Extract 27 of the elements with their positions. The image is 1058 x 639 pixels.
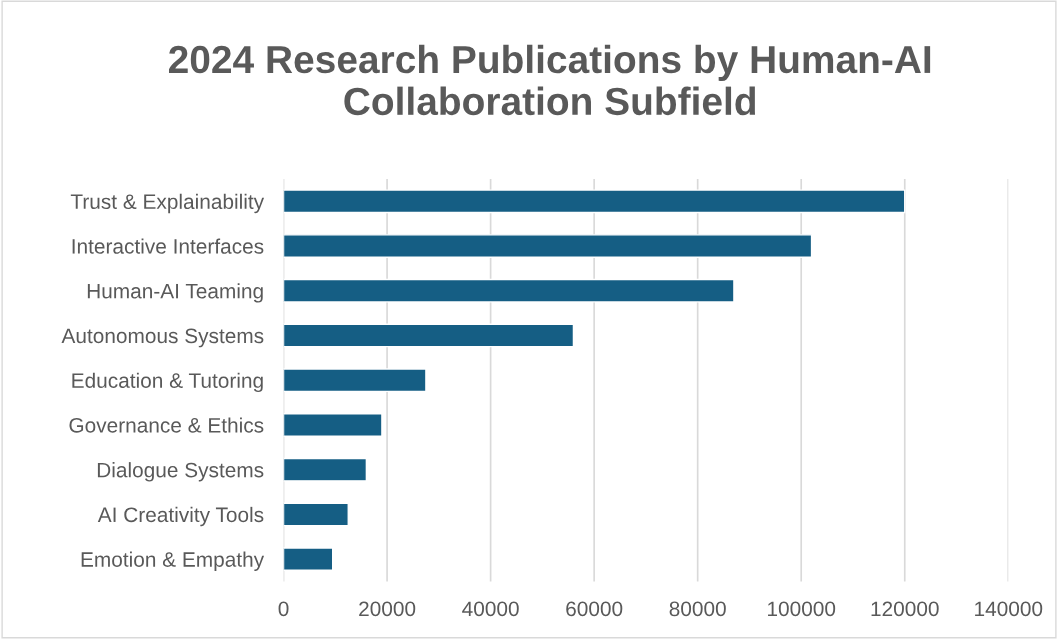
y-tick-label: AI Creativity Tools (97, 506, 264, 527)
bar (283, 457, 368, 482)
y-tick-label: Human-AI Teaming (87, 283, 263, 303)
y-tick-label: Trust & Explainability (70, 193, 265, 214)
y-tick-label: Interactive Interfaces (72, 238, 264, 254)
x-tick-label: 80000 (669, 601, 726, 617)
x-tick-label: 140000 (975, 601, 1043, 617)
x-tick-label: 0 (278, 601, 289, 617)
bar (283, 189, 906, 214)
y-tick-label: Education & Tutoring (72, 372, 263, 393)
bar (283, 278, 735, 303)
y-tick-label: Autonomous Systems (61, 328, 264, 348)
x-tick-label: 20000 (359, 601, 416, 617)
y-tick-label: Emotion & Empathy (81, 551, 265, 571)
bar (283, 502, 349, 527)
x-tick-label: 120000 (871, 601, 939, 617)
y-tick-label: Governance & Ethics (69, 417, 264, 433)
x-tick-label: 40000 (462, 601, 519, 617)
chart-title: 2024 Research Publications by Human-AI Collaboration Subfield (169, 44, 931, 116)
bar (283, 413, 383, 437)
x-tick-label: 60000 (566, 601, 623, 617)
bar (283, 368, 427, 393)
y-tick-label: Dialogue Systems (97, 462, 264, 482)
bar (283, 234, 813, 258)
bar (283, 323, 575, 348)
x-tick-label: 100000 (768, 601, 836, 617)
bar (283, 547, 334, 572)
